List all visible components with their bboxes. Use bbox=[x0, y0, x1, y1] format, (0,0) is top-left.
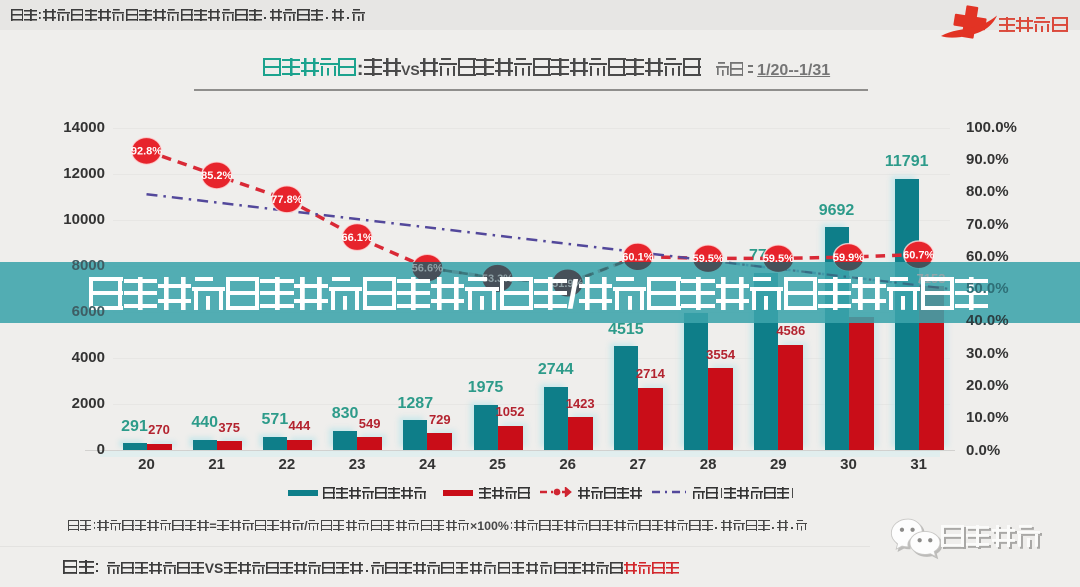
svg-text:60.1%: 60.1% bbox=[622, 251, 653, 263]
svg-text:60.7%: 60.7% bbox=[903, 249, 934, 261]
svg-text:85.2%: 85.2% bbox=[201, 170, 232, 182]
svg-text:66.1%: 66.1% bbox=[341, 232, 372, 244]
svg-text:59.9%: 59.9% bbox=[833, 252, 864, 264]
svg-text:77.8%: 77.8% bbox=[271, 194, 302, 206]
svg-text:92.8%: 92.8% bbox=[131, 146, 162, 158]
svg-text:56.6%: 56.6% bbox=[412, 263, 443, 275]
